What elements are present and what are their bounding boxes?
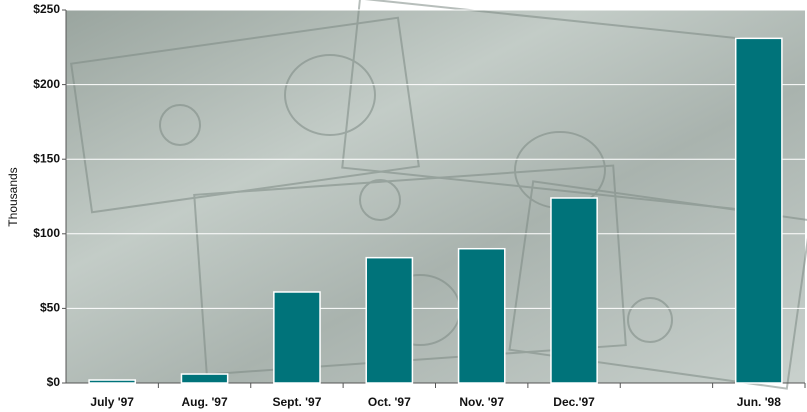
y-tick-label: $50 [40,301,60,315]
y-tick-label: $150 [33,151,60,165]
x-tick-label: Oct. '97 [368,395,411,409]
bar [365,256,414,384]
bar [273,291,321,384]
y-tick-label: $100 [33,226,60,240]
x-tick-label: Dec.'97 [553,395,595,409]
x-tick-label: Jun. '98 [737,395,782,409]
bar [734,37,783,384]
bar [550,197,598,384]
bar [180,373,229,384]
x-tick-label: Nov. '97 [459,395,504,409]
y-tick-label: $250 [33,2,60,16]
x-tick-label: Aug. '97 [181,395,228,409]
y-axis-label: Thousands [6,167,20,226]
x-tick-label: Sept. '97 [273,395,322,409]
x-tick-label: July '97 [90,395,134,409]
background [66,0,807,390]
y-tick-label: $200 [33,77,60,91]
y-tick-label: $0 [47,375,61,389]
bar [457,247,506,384]
bar [88,379,137,384]
